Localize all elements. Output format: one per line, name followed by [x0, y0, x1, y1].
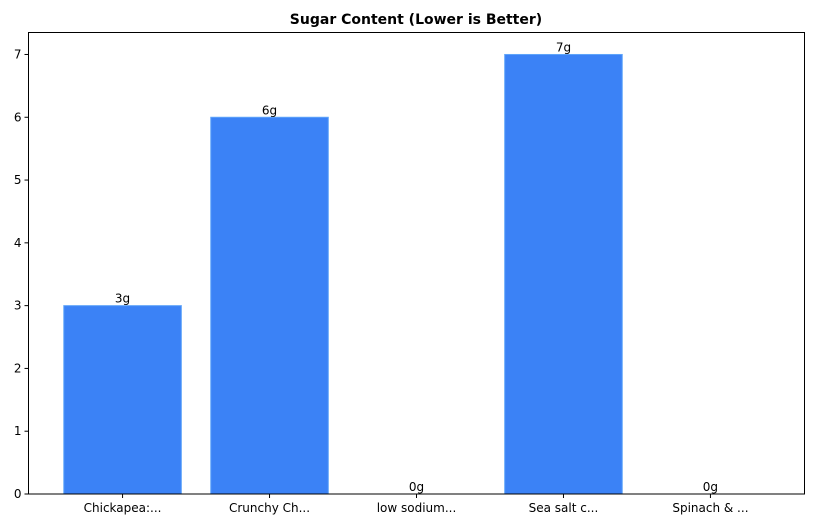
- y-tick-label: 3: [14, 299, 22, 313]
- bar: [63, 305, 182, 495]
- y-tick-label: 6: [14, 110, 22, 124]
- plot-frame: [28, 32, 805, 495]
- y-tick-label: 7: [14, 47, 22, 61]
- y-tick-label: 2: [14, 361, 22, 375]
- x-tick-label: Chickapea:...: [84, 501, 162, 515]
- data-label: 0g: [703, 480, 718, 494]
- y-tick-label: 5: [14, 173, 22, 187]
- data-label: 7g: [556, 40, 571, 54]
- chart-title: Sugar Content (Lower is Better): [290, 12, 542, 28]
- bar: [210, 116, 329, 495]
- data-label: 0g: [409, 480, 424, 494]
- y-tick-label: 4: [14, 236, 22, 250]
- data-label: 6g: [262, 103, 277, 117]
- x-tick-label: Crunchy Ch...: [229, 501, 310, 515]
- x-tick-label: low sodium...: [377, 501, 457, 515]
- x-tick-label: Sea salt c...: [529, 501, 599, 515]
- bar: [504, 53, 623, 495]
- y-tick-label: 1: [14, 424, 22, 438]
- data-label: 3g: [115, 292, 130, 306]
- y-tick-label: 0: [14, 487, 22, 501]
- x-tick-label: Spinach & ...: [672, 501, 748, 515]
